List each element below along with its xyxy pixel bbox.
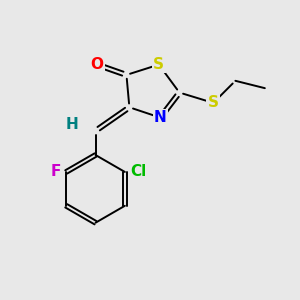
Text: Cl: Cl xyxy=(130,164,146,179)
Text: S: S xyxy=(153,57,164,72)
Text: H: H xyxy=(66,118,78,133)
Text: O: O xyxy=(91,57,103,72)
Text: N: N xyxy=(154,110,167,125)
Text: F: F xyxy=(50,164,61,179)
Text: S: S xyxy=(208,95,219,110)
